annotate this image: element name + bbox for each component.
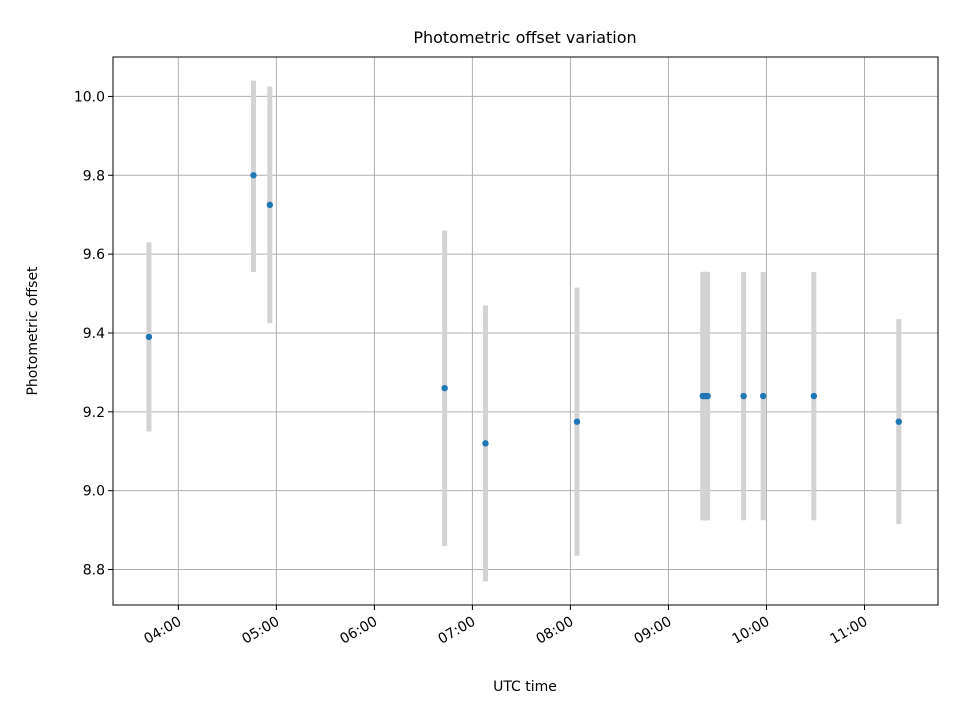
data-point <box>740 392 747 400</box>
data-point <box>704 392 711 400</box>
plot-frame <box>112 56 939 606</box>
y-axis-label: Photometric offset <box>25 266 41 396</box>
data-point <box>573 418 581 425</box>
data-point <box>482 440 489 447</box>
data-point <box>250 172 257 179</box>
grid <box>113 57 938 605</box>
x-axis-label: UTC time <box>493 679 557 695</box>
y-tick-label: 10.0 <box>74 89 105 105</box>
y-tick-label: 9.4 <box>83 326 105 342</box>
y-axis-ticks: 8.8 9.0 9.2 9.4 9.6 9.8 10.0 <box>74 89 113 579</box>
y-tick-label: 9.0 <box>83 484 105 500</box>
data-point <box>759 392 767 400</box>
data-point <box>145 333 153 341</box>
chart-title: Photometric offset variation <box>413 28 636 47</box>
data-point <box>895 418 902 425</box>
y-tick-label: 9.2 <box>83 405 105 421</box>
data-points <box>145 172 902 447</box>
y-tick-label: 9.8 <box>83 168 105 184</box>
data-point <box>810 392 818 400</box>
y-tick-label: 9.6 <box>83 247 105 263</box>
y-tick-label: 8.8 <box>83 563 105 579</box>
data-point <box>266 201 274 209</box>
data-point <box>441 384 448 392</box>
